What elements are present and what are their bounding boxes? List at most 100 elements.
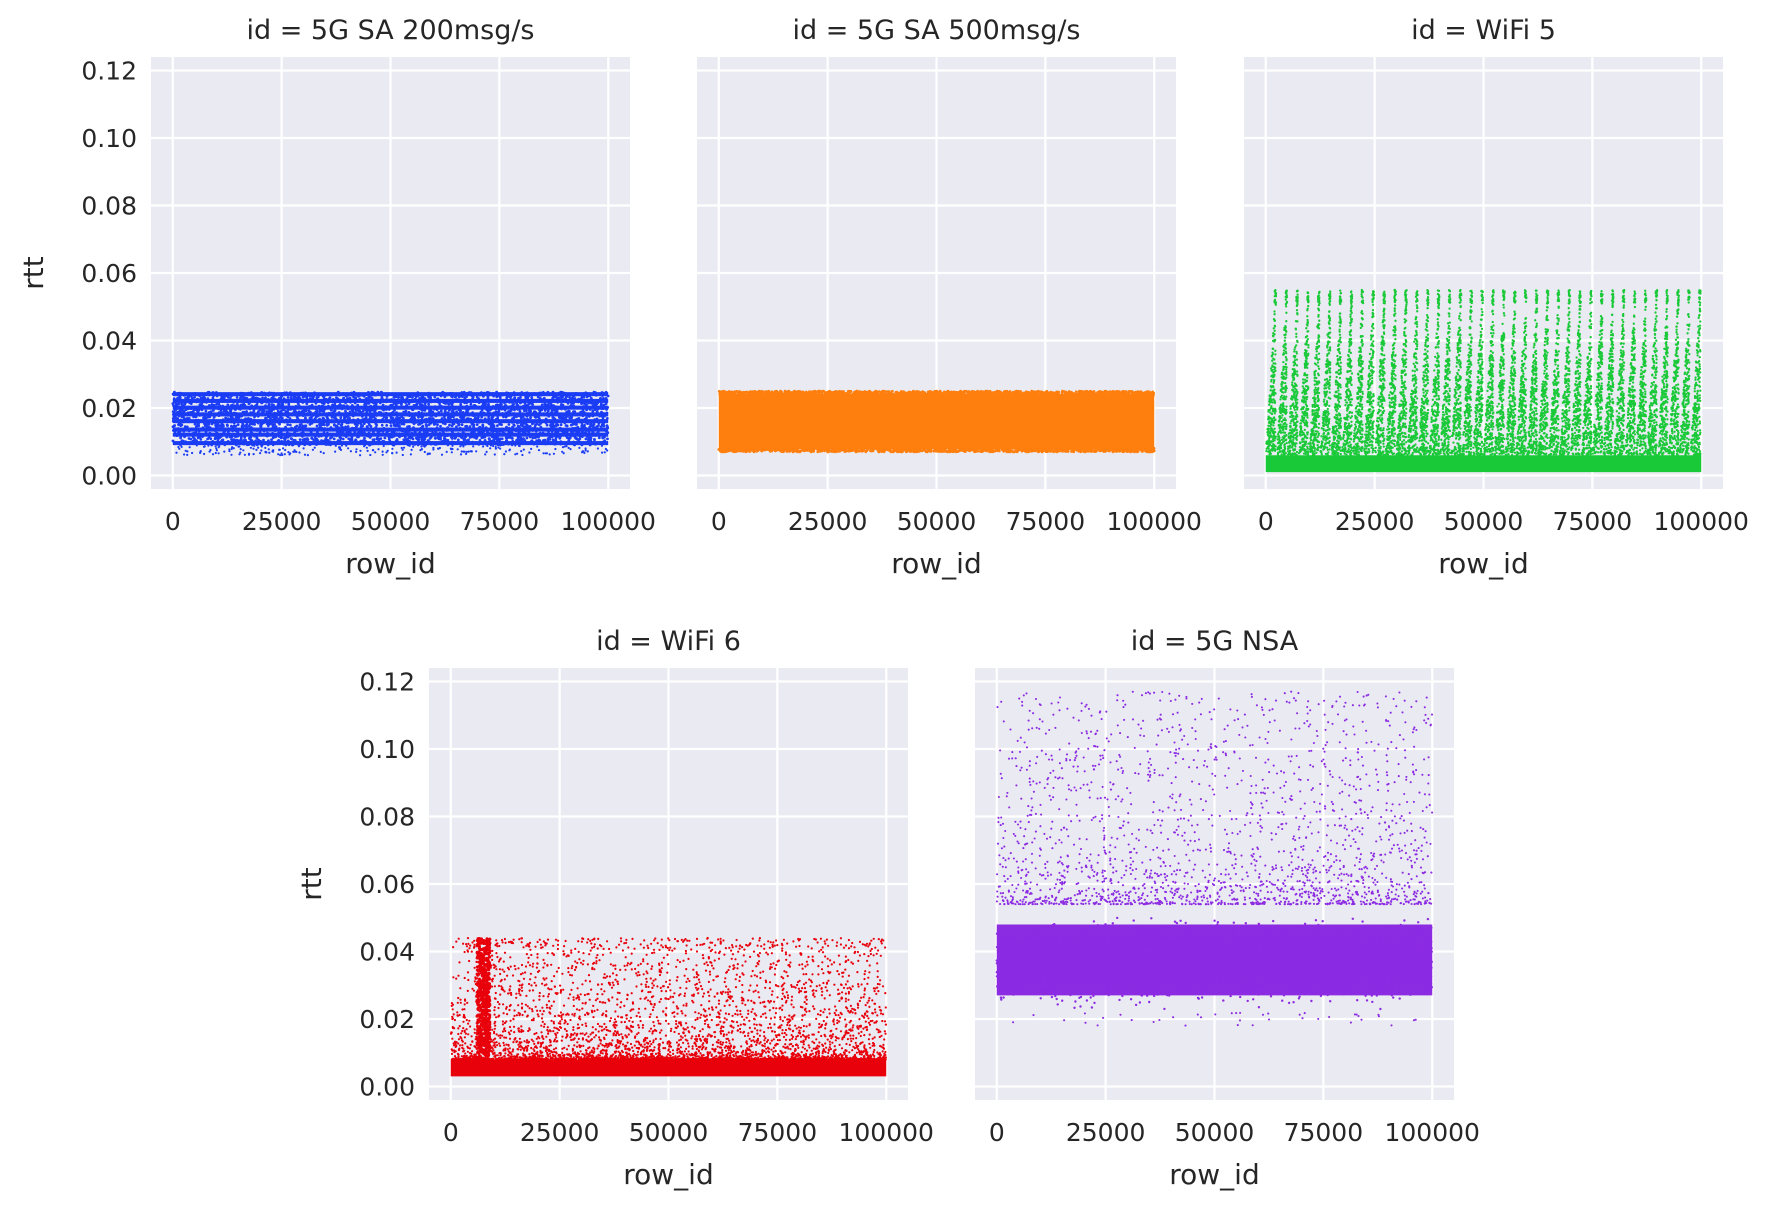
y-tick-label: 0.04 bbox=[81, 327, 137, 356]
scatter-point bbox=[182, 393, 186, 397]
scatter-point bbox=[339, 416, 343, 420]
scatter-point bbox=[212, 394, 215, 398]
scatter-point bbox=[360, 393, 364, 397]
scatter-point bbox=[462, 412, 466, 416]
scatter-point bbox=[416, 391, 420, 395]
scatter-point bbox=[549, 420, 552, 424]
scatter-point bbox=[313, 391, 316, 395]
scatter-point bbox=[211, 418, 215, 422]
scatter-point bbox=[248, 440, 252, 444]
scatter-point bbox=[584, 419, 588, 422]
scatter-point bbox=[369, 408, 373, 412]
scatter-point bbox=[266, 443, 270, 447]
scatter-point bbox=[367, 401, 371, 404]
scatter-point bbox=[583, 406, 586, 410]
scatter-point bbox=[343, 419, 347, 422]
scatter-point bbox=[433, 400, 437, 403]
scatter-point bbox=[294, 425, 297, 429]
scatter-point bbox=[314, 437, 317, 441]
scatter-point bbox=[189, 393, 193, 397]
scatter-point bbox=[424, 413, 427, 417]
scatter-point bbox=[360, 427, 364, 431]
scatter-point bbox=[253, 415, 256, 419]
scatter-point bbox=[460, 450, 463, 453]
scatter-point bbox=[330, 420, 334, 424]
scatter-point bbox=[306, 454, 309, 457]
scatter-point bbox=[391, 416, 395, 420]
scatter-point bbox=[226, 417, 230, 420]
scatter-point bbox=[504, 450, 507, 453]
scatter-point bbox=[372, 430, 375, 434]
scatter-point bbox=[257, 446, 260, 449]
scatter-point bbox=[260, 391, 264, 394]
scatter-point bbox=[538, 431, 542, 435]
scatter-point bbox=[351, 408, 355, 411]
scatter-point bbox=[322, 452, 325, 455]
scatter-point bbox=[377, 432, 380, 435]
scatter-point bbox=[450, 436, 453, 439]
scatter-point bbox=[264, 451, 267, 454]
scatter-point bbox=[426, 452, 430, 455]
scatter-point bbox=[272, 416, 276, 419]
scatter-point bbox=[254, 427, 257, 431]
scatter-point bbox=[545, 403, 548, 407]
scatter-point bbox=[585, 391, 589, 395]
scatter-point bbox=[434, 414, 438, 418]
scatter-point bbox=[523, 417, 526, 421]
scatter-point bbox=[266, 397, 270, 401]
scatter-point bbox=[489, 447, 492, 450]
scatter-point bbox=[338, 403, 342, 406]
scatter-point bbox=[356, 403, 360, 407]
scatter-point bbox=[172, 397, 176, 400]
scatter-point bbox=[407, 425, 411, 428]
scatter-point bbox=[439, 435, 442, 439]
scatter-point bbox=[318, 398, 322, 402]
scatter-point bbox=[472, 404, 475, 408]
scatter-band bbox=[172, 419, 609, 424]
scatter-point bbox=[555, 423, 558, 426]
scatter-point bbox=[234, 412, 238, 415]
scatter-point bbox=[237, 445, 240, 448]
scatter-point bbox=[350, 420, 354, 424]
scatter-point bbox=[249, 436, 253, 439]
scatter-point bbox=[283, 453, 286, 456]
scatter-point bbox=[601, 440, 605, 444]
scatter-point bbox=[198, 435, 202, 439]
scatter-point bbox=[497, 407, 501, 411]
scatter-point bbox=[297, 445, 300, 448]
scatter-point bbox=[330, 393, 334, 397]
scatter-point bbox=[332, 437, 336, 441]
scatter-point bbox=[299, 391, 303, 395]
scatter-point bbox=[469, 406, 473, 409]
scatter-point bbox=[486, 395, 490, 399]
scatter-point bbox=[380, 423, 384, 427]
scatter-point bbox=[578, 393, 582, 397]
scatter-point bbox=[189, 402, 193, 405]
scatter-point bbox=[494, 407, 498, 411]
scatter-point bbox=[441, 427, 445, 430]
scatter-point bbox=[491, 405, 495, 408]
scatter-point bbox=[333, 423, 336, 427]
scatter-point bbox=[569, 403, 573, 407]
scatter-point bbox=[494, 410, 498, 414]
scatter-point bbox=[389, 421, 392, 425]
scatter-point bbox=[526, 427, 530, 430]
scatter-point bbox=[381, 427, 385, 431]
scatter-point bbox=[430, 441, 433, 445]
scatter-point bbox=[302, 447, 305, 450]
scatter-point bbox=[408, 440, 412, 443]
scatter-point bbox=[359, 449, 362, 452]
scatter-point bbox=[254, 420, 258, 423]
scatter-point bbox=[387, 408, 391, 411]
scatter-point bbox=[362, 422, 366, 425]
scatter-point bbox=[478, 438, 482, 442]
scatter-point bbox=[349, 400, 352, 404]
scatter-point bbox=[394, 395, 398, 399]
scatter-point bbox=[222, 431, 226, 434]
scatter-point bbox=[316, 432, 319, 436]
scatter-point bbox=[212, 409, 215, 412]
scatter-point bbox=[211, 453, 215, 456]
scatter-point bbox=[228, 450, 231, 453]
scatter-point bbox=[405, 413, 409, 417]
scatter-point bbox=[218, 444, 221, 448]
